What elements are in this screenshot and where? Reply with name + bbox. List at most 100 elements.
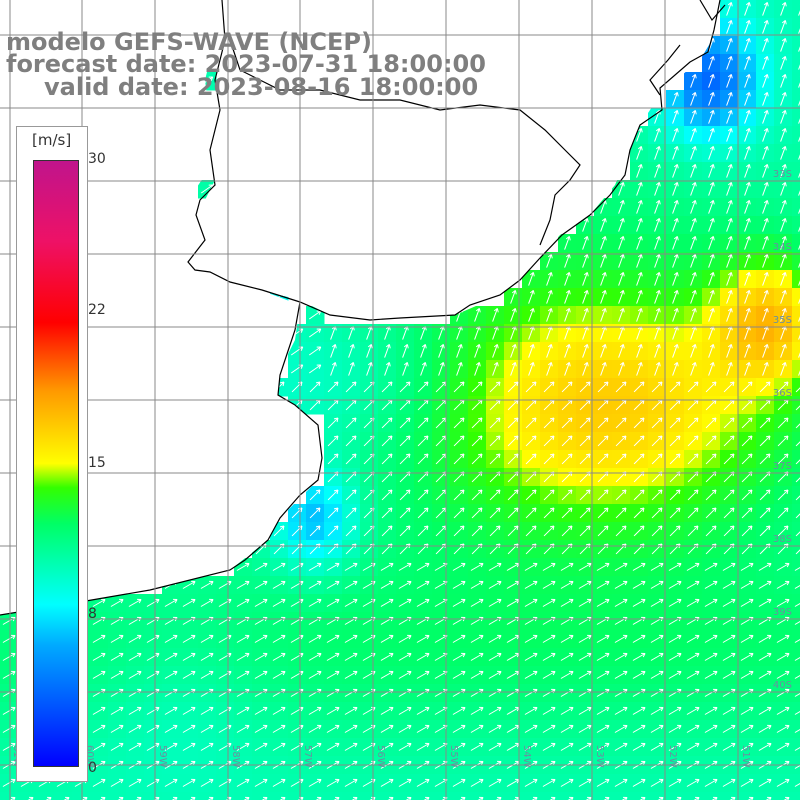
wind-arrow: [542, 670, 556, 679]
wind-arrow: [452, 652, 466, 661]
field-cell: [792, 594, 800, 613]
wind-arrow: [600, 254, 607, 268]
wind-arrow: [654, 164, 661, 178]
wind-arrow: [780, 362, 787, 376]
field-cell: [90, 792, 109, 800]
wind-arrow: [762, 200, 769, 214]
wind-arrow: [564, 308, 571, 322]
wind-arrow: [600, 290, 607, 304]
wind-arrow: [164, 598, 178, 607]
wind-arrow: [690, 146, 697, 160]
field-cell: [792, 126, 800, 145]
wind-arrow: [744, 272, 751, 286]
wind-arrow: [471, 435, 483, 447]
wind-arrow: [762, 344, 769, 358]
wind-arrow: [542, 778, 556, 787]
field-cell: [342, 792, 361, 800]
field-cell: [630, 792, 649, 800]
wind-arrow: [740, 598, 754, 607]
wind-arrow: [654, 362, 661, 376]
wind-arrow: [651, 453, 663, 465]
wind-arrow: [726, 164, 733, 178]
wind-arrow: [308, 634, 322, 643]
wind-arrow: [758, 634, 772, 643]
wind-arrow: [182, 652, 196, 661]
wind-arrow: [128, 742, 142, 751]
wind-arrow: [272, 634, 286, 643]
wind-arrow: [632, 724, 646, 733]
wind-arrow: [309, 489, 321, 501]
wind-arrow: [615, 453, 627, 465]
wind-arrow: [690, 110, 697, 124]
wind-arrow: [798, 94, 800, 106]
wind-arrow: [561, 525, 573, 537]
wind-arrow: [585, 796, 592, 800]
wind-arrow: [81, 796, 88, 800]
wind-arrow: [182, 706, 196, 715]
field-cell: [792, 396, 800, 415]
wind-arrow: [380, 598, 394, 607]
wind-arrow: [740, 580, 754, 589]
field-cell: [360, 792, 379, 800]
wind-arrow: [669, 417, 681, 429]
wind-arrow: [128, 724, 142, 733]
wind-arrow: [489, 489, 501, 501]
wind-arrow: [381, 381, 393, 393]
wind-arrow: [762, 38, 769, 52]
wind-arrow: [200, 634, 214, 643]
wind-arrow: [327, 525, 339, 537]
wind-arrow: [708, 254, 715, 268]
wind-arrow: [794, 710, 800, 715]
wind-arrow: [254, 562, 268, 571]
wind-arrow: [708, 362, 715, 376]
wind-arrow: [621, 796, 628, 800]
wind-arrow: [542, 580, 556, 589]
wind-arrow: [795, 441, 800, 447]
wind-arrow: [780, 200, 787, 214]
wind-arrow: [726, 254, 733, 268]
wind-arrow: [762, 56, 769, 70]
wind-arrow: [762, 20, 769, 34]
wind-arrow: [579, 381, 591, 393]
wind-arrow: [398, 598, 412, 607]
field-cell: [54, 792, 73, 800]
wind-arrow: [524, 598, 538, 607]
wind-arrow: [798, 256, 800, 268]
wind-arrow: [780, 56, 787, 70]
wind-arrow: [690, 344, 697, 358]
wind-arrow: [579, 489, 591, 501]
wind-arrow: [200, 652, 214, 661]
wind-arrow: [579, 525, 591, 537]
field-cell: [792, 648, 800, 667]
wind-arrow: [686, 670, 700, 679]
wind-arrow: [380, 580, 394, 589]
wind-arrow: [722, 742, 736, 751]
wind-arrow: [453, 489, 465, 501]
wind-arrow: [546, 254, 553, 268]
wind-arrow: [543, 417, 555, 429]
wind-arrow: [632, 598, 646, 607]
wind-arrow: [561, 453, 573, 465]
wind-arrow: [795, 513, 800, 519]
latitude-label: 36S: [773, 388, 792, 399]
field-cell: [792, 36, 800, 55]
wind-arrow: [489, 435, 501, 447]
wind-arrow: [687, 453, 699, 465]
wind-arrow: [726, 56, 733, 70]
wind-arrow: [416, 562, 430, 571]
wind-arrow: [759, 489, 771, 501]
wind-arrow: [236, 598, 250, 607]
wind-arrow: [524, 670, 538, 679]
wind-arrow: [110, 598, 124, 607]
field-cell: [792, 108, 800, 127]
wind-arrow: [726, 128, 733, 142]
wind-arrow: [798, 328, 800, 340]
wind-arrow: [762, 110, 769, 124]
wind-arrow: [668, 652, 682, 661]
wind-arrow: [603, 796, 610, 800]
wind-arrow: [794, 620, 800, 625]
wind-arrow: [560, 724, 574, 733]
wind-arrow: [380, 724, 394, 733]
wind-arrow: [45, 796, 52, 800]
wind-arrow: [708, 200, 715, 214]
